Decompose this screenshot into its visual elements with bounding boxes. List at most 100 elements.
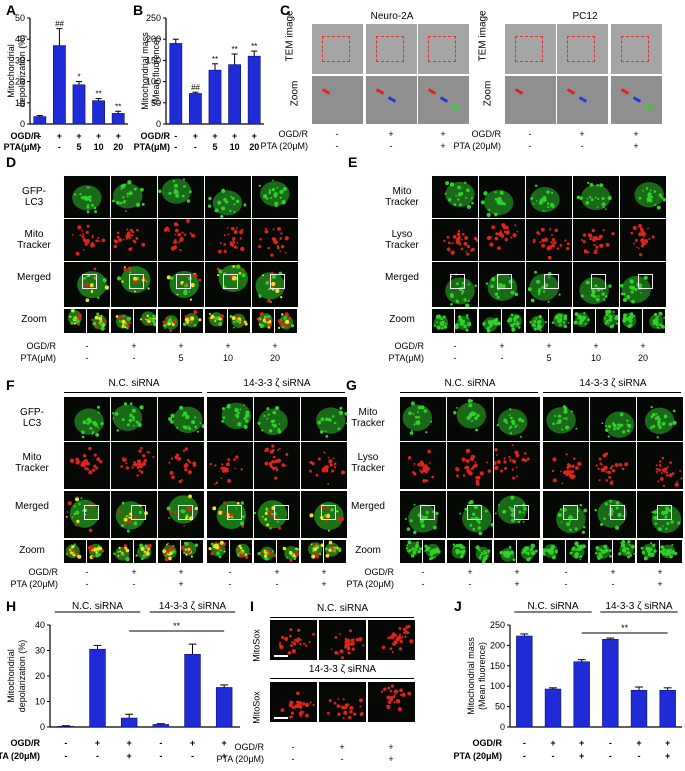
puncta	[677, 521, 681, 525]
puncta	[230, 195, 233, 198]
puncta	[617, 423, 621, 427]
puncta	[298, 711, 303, 716]
puncta	[227, 478, 232, 483]
puncta	[345, 422, 347, 425]
puncta	[269, 527, 272, 530]
treatment-value: 5	[546, 353, 552, 363]
puncta	[179, 248, 182, 252]
puncta	[131, 230, 135, 234]
puncta	[265, 281, 270, 285]
micrograph	[64, 176, 110, 218]
treatment-value: -	[159, 738, 162, 748]
y-axis-label: depolarization (%)	[17, 640, 27, 713]
puncta	[657, 527, 662, 532]
puncta	[460, 554, 464, 557]
treatment-value: -	[453, 341, 457, 351]
puncta	[120, 524, 124, 528]
puncta	[595, 297, 600, 302]
group-title: 14-3-3 ζ siRNA	[243, 378, 311, 389]
puncta	[91, 318, 94, 322]
puncta	[608, 314, 612, 318]
puncta	[292, 641, 297, 646]
puncta	[233, 458, 236, 462]
puncta	[83, 196, 89, 201]
puncta	[328, 540, 333, 545]
puncta	[527, 551, 530, 554]
puncta	[136, 228, 139, 232]
puncta	[661, 510, 666, 516]
micrograph-content	[257, 546, 276, 561]
micrograph-content	[258, 226, 289, 257]
puncta	[619, 412, 624, 417]
puncta	[607, 309, 612, 314]
puncta	[611, 480, 613, 482]
tem-zoom-image	[418, 76, 469, 124]
puncta	[464, 507, 468, 511]
puncta	[97, 296, 100, 299]
treatment-value: +	[514, 567, 520, 577]
row-label: MitoSox	[251, 629, 262, 662]
puncta	[614, 315, 618, 321]
puncta	[88, 528, 93, 533]
puncta	[497, 246, 501, 251]
puncta	[406, 527, 411, 531]
micrograph	[158, 491, 204, 538]
treatment-value: +	[127, 738, 132, 748]
micrograph	[64, 491, 110, 538]
puncta	[185, 517, 188, 520]
puncta	[86, 205, 90, 209]
puncta	[121, 280, 124, 283]
puncta	[651, 543, 656, 548]
group-underline	[270, 678, 414, 679]
micrograph-content	[569, 541, 586, 561]
puncta	[353, 712, 357, 716]
puncta	[171, 475, 175, 479]
micrograph	[494, 397, 540, 441]
puncta	[182, 178, 185, 181]
puncta	[445, 181, 450, 186]
puncta	[554, 228, 559, 233]
puncta	[336, 510, 339, 513]
puncta	[93, 453, 97, 457]
puncta	[420, 470, 424, 474]
puncta	[604, 295, 608, 298]
zoom-region-box	[82, 274, 97, 289]
puncta	[412, 412, 415, 415]
y-tick-label: 10	[35, 697, 45, 707]
puncta	[215, 545, 220, 550]
micrograph	[254, 397, 300, 441]
micrograph-content	[576, 181, 612, 211]
puncta	[89, 515, 92, 518]
puncta	[277, 226, 281, 231]
puncta	[390, 696, 394, 700]
micrograph	[158, 540, 180, 563]
puncta	[556, 247, 560, 250]
puncta	[579, 503, 583, 507]
arrow-marker	[514, 88, 524, 95]
puncta	[182, 449, 186, 452]
puncta	[239, 546, 243, 550]
puncta	[515, 475, 518, 478]
puncta	[315, 554, 320, 559]
puncta	[240, 501, 245, 505]
puncta	[242, 268, 245, 271]
puncta	[175, 453, 179, 457]
puncta	[660, 545, 665, 549]
puncta	[188, 427, 192, 431]
puncta	[479, 472, 482, 475]
puncta	[271, 444, 275, 448]
puncta	[541, 286, 543, 289]
puncta	[151, 319, 156, 323]
micrograph-content	[278, 628, 315, 655]
treatment-value: -	[468, 579, 472, 589]
puncta	[281, 313, 284, 316]
puncta	[268, 429, 273, 433]
puncta	[70, 551, 73, 555]
puncta	[651, 235, 655, 239]
puncta	[430, 556, 434, 560]
puncta	[320, 526, 322, 528]
puncta	[503, 418, 508, 423]
puncta	[176, 293, 179, 296]
bar	[33, 116, 47, 125]
puncta	[83, 276, 87, 280]
